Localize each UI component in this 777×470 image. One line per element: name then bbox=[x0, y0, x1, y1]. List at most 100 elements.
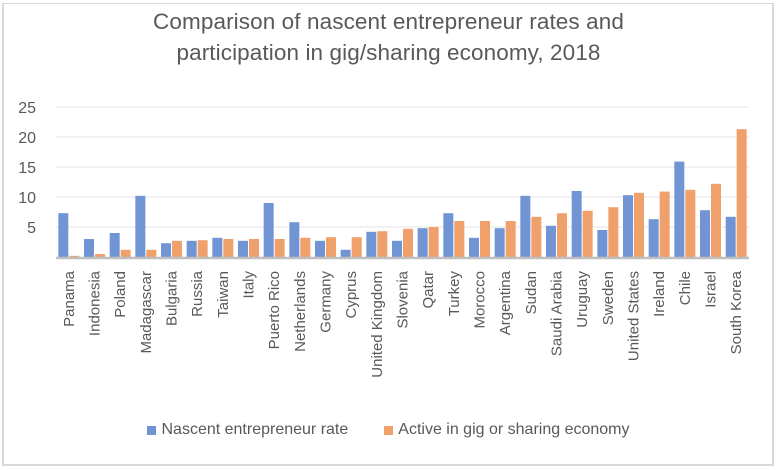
bar-gig-ireland bbox=[659, 191, 670, 257]
x-tick-label: Puerto Rico bbox=[266, 271, 283, 349]
x-tick-label: Chile bbox=[677, 271, 694, 305]
bar-nascent-russia bbox=[186, 240, 197, 257]
bar-gig-slovenia bbox=[403, 228, 413, 257]
bar-gig-russia bbox=[197, 240, 208, 257]
bar-gig-puerto-rico bbox=[274, 239, 285, 257]
bar-nascent-indonesia bbox=[84, 239, 94, 257]
x-tick-label: Uruguay bbox=[574, 271, 591, 328]
legend-item-gig[interactable]: Active in gig or sharing economy bbox=[384, 421, 630, 439]
bar-gig-saudi-arabia bbox=[557, 213, 567, 257]
x-tick-label: Netherlands bbox=[292, 271, 309, 352]
bar-nascent-argentina bbox=[494, 228, 505, 257]
bar-nascent-netherlands bbox=[289, 222, 300, 257]
bar-gig-poland bbox=[120, 249, 131, 257]
bar-nascent-united-kingdom bbox=[366, 231, 377, 257]
bar-gig-panama bbox=[69, 255, 80, 257]
bar-gig-sudan bbox=[531, 216, 542, 257]
x-tick-label: Saudi Arabia bbox=[549, 270, 566, 356]
bar-nascent-madagascar bbox=[135, 195, 146, 257]
x-tick-label: United Kingdom bbox=[369, 271, 386, 378]
bar-nascent-cyprus bbox=[340, 249, 351, 257]
x-tick-label: Bulgaria bbox=[164, 270, 181, 326]
x-tick-label: Indonesia bbox=[87, 270, 104, 336]
y-tick-label: 15 bbox=[18, 160, 36, 177]
bar-nascent-qatar bbox=[417, 228, 428, 257]
bar-nascent-poland bbox=[109, 233, 120, 257]
chart-title-line-1: Comparison of nascent entrepreneur rates… bbox=[153, 9, 624, 34]
chart-title: Comparison of nascent entrepreneur rates… bbox=[0, 6, 777, 68]
y-tick-label: 25 bbox=[18, 100, 36, 117]
bar-gig-uruguay bbox=[582, 210, 593, 257]
bar-nascent-israel bbox=[700, 210, 710, 257]
bar-nascent-taiwan bbox=[212, 237, 223, 257]
y-tick-label: 5 bbox=[27, 220, 36, 237]
x-tick-label: United States bbox=[626, 271, 643, 361]
y-tick-label: 20 bbox=[18, 130, 36, 147]
bar-nascent-panama bbox=[58, 213, 69, 257]
bars bbox=[58, 129, 747, 257]
bar-gig-turkey bbox=[454, 221, 465, 257]
x-axis-labels: Panama Indonesia Poland Madagascar Bulgaria R… bbox=[61, 270, 745, 377]
x-tick-label: Qatar bbox=[420, 271, 437, 309]
bar-gig-madagascar bbox=[146, 249, 157, 257]
bar-gig-morocco bbox=[480, 221, 490, 257]
x-tick-label: Poland bbox=[112, 271, 129, 318]
x-tick-label: Israel bbox=[703, 271, 720, 308]
y-axis-ticks: 5 10 15 20 25 bbox=[18, 100, 36, 237]
bar-gig-united-kingdom bbox=[377, 231, 388, 257]
x-tick-label: Panama bbox=[61, 270, 78, 327]
legend-swatch-gig bbox=[384, 425, 394, 435]
legend-label-gig: Active in gig or sharing economy bbox=[398, 421, 630, 438]
bar-nascent-sudan bbox=[520, 195, 531, 257]
bar-nascent-united-states bbox=[623, 195, 633, 257]
bar-gig-cyprus bbox=[351, 237, 362, 257]
chart-title-line-2: participation in gig/sharing economy, 20… bbox=[176, 40, 601, 65]
x-tick-label: Turkey bbox=[446, 271, 463, 317]
x-tick-label: Madagascar bbox=[138, 271, 155, 354]
bar-nascent-sweden bbox=[597, 230, 608, 257]
bar-gig-italy bbox=[249, 239, 259, 257]
bar-gig-germany bbox=[326, 237, 336, 257]
bar-nascent-chile bbox=[674, 161, 685, 257]
x-tick-label: Morocco bbox=[472, 271, 489, 329]
gridlines bbox=[56, 106, 749, 228]
bar-nascent-slovenia bbox=[392, 240, 402, 257]
legend-item-nascent[interactable]: Nascent entrepreneur rate bbox=[147, 421, 348, 439]
bar-nascent-south-korea bbox=[725, 216, 736, 257]
bar-nascent-puerto-rico bbox=[263, 203, 274, 257]
x-tick-label: Germany bbox=[318, 271, 335, 333]
x-tick-label: Sweden bbox=[600, 271, 617, 325]
bar-nascent-italy bbox=[238, 240, 248, 257]
legend-swatch-nascent bbox=[147, 425, 157, 435]
bar-nascent-turkey bbox=[443, 213, 454, 257]
x-tick-label: Taiwan bbox=[215, 271, 232, 318]
chart-frame bbox=[2, 3, 774, 466]
bar-gig-sweden bbox=[608, 207, 619, 257]
x-tick-label: South Korea bbox=[728, 270, 745, 354]
bar-gig-israel bbox=[711, 183, 721, 257]
x-tick-label: Italy bbox=[241, 271, 258, 299]
bar-gig-indonesia bbox=[95, 254, 105, 257]
bar-nascent-bulgaria bbox=[161, 243, 171, 257]
legend-label-nascent: Nascent entrepreneur rate bbox=[161, 421, 349, 438]
bar-gig-united-states bbox=[634, 192, 644, 257]
bar-nascent-uruguay bbox=[571, 191, 582, 257]
x-tick-label: Cyprus bbox=[343, 271, 360, 319]
x-tick-label: Slovenia bbox=[395, 270, 412, 328]
legend: Nascent entrepreneur rate Active in gig … bbox=[0, 421, 777, 439]
x-tick-label: Ireland bbox=[651, 271, 668, 317]
bar-nascent-saudi-arabia bbox=[546, 225, 556, 257]
x-tick-label: Argentina bbox=[497, 270, 514, 335]
x-tick-label: Sudan bbox=[523, 271, 540, 314]
bar-nascent-germany bbox=[315, 240, 325, 257]
bar-gig-qatar bbox=[428, 227, 439, 257]
bar-gig-argentina bbox=[505, 221, 516, 257]
bar-gig-taiwan bbox=[223, 239, 234, 257]
y-tick-label: 10 bbox=[18, 190, 36, 207]
bar-gig-netherlands bbox=[300, 237, 311, 257]
bar-nascent-ireland bbox=[648, 219, 659, 257]
bar-gig-south-korea bbox=[736, 129, 747, 257]
bar-gig-bulgaria bbox=[172, 240, 182, 257]
bar-nascent-morocco bbox=[469, 237, 479, 257]
